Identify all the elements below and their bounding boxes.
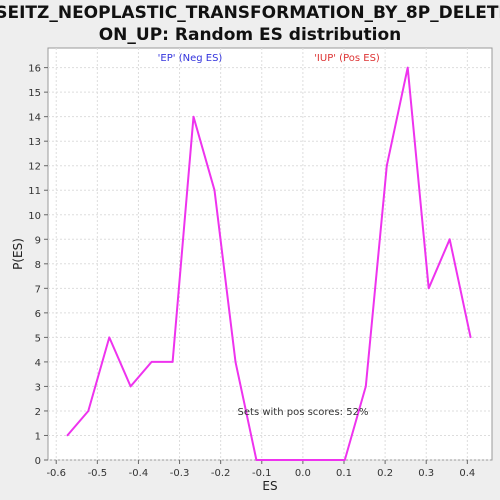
- data-point: [297, 459, 300, 461]
- data-point: [150, 361, 153, 363]
- y-tick-label: 5: [35, 333, 41, 344]
- chart-title-line-1: SEITZ_NEOPLASTIC_TRANSFORMATION_BY_8P_DE…: [0, 3, 500, 23]
- y-tick-label: 3: [35, 382, 41, 393]
- x-tick-label: 0.0: [295, 468, 311, 479]
- chart-title-line-2: ON_UP: Random ES distribution: [99, 25, 402, 45]
- y-tick-label: 14: [28, 113, 41, 124]
- y-tick-label: 1: [35, 431, 41, 442]
- data-point: [406, 66, 409, 69]
- data-point: [213, 189, 216, 192]
- data-point: [255, 459, 258, 461]
- data-point: [129, 385, 132, 388]
- pos-scores-annotation: Sets with pos scores: 52%: [238, 407, 369, 418]
- y-tick-label: 2: [35, 407, 41, 418]
- y-tick-label: 9: [35, 235, 41, 246]
- x-axis-title: ES: [262, 479, 277, 493]
- x-tick-label: 0.4: [459, 468, 475, 479]
- data-point: [427, 287, 430, 290]
- x-tick-label: -0.5: [88, 468, 108, 479]
- x-tick-label: -0.3: [170, 468, 190, 479]
- y-tick-label: 13: [28, 137, 41, 148]
- x-tick-label: 0.2: [377, 468, 393, 479]
- axes: -0.6 -0.5 -0.4 -0.3 -0.2 -0.1 0.0 0.1 0.2 0.3 0.4 0…: [28, 64, 475, 479]
- data-point: [87, 410, 90, 412]
- data-point: [344, 459, 346, 461]
- y-tick-label: 15: [28, 88, 41, 99]
- data-point: [469, 336, 472, 339]
- y-tick-label: 4: [35, 358, 41, 369]
- series-layer: [66, 66, 472, 461]
- legend-pos-label: 'IUP' (Pos ES): [314, 53, 380, 64]
- data-point: [364, 385, 367, 388]
- x-tick-label: 0.1: [336, 468, 352, 479]
- data-point: [276, 459, 279, 461]
- data-point: [385, 164, 388, 167]
- data-point: [66, 434, 69, 437]
- y-tick-label: 0: [35, 456, 41, 467]
- y-tick-label: 8: [35, 260, 41, 271]
- y-tick-label: 10: [28, 211, 41, 222]
- x-tick-label: -0.6: [46, 468, 66, 479]
- data-point: [448, 238, 451, 241]
- data-point: [192, 115, 195, 118]
- es-series-line: [66, 66, 472, 461]
- data-point: [171, 361, 174, 363]
- legend-neg-label: 'EP' (Neg ES): [158, 53, 223, 64]
- y-tick-label: 16: [28, 64, 41, 75]
- x-tick-label: -0.2: [211, 468, 231, 479]
- y-tick-label: 7: [35, 284, 41, 295]
- x-tick-label: -0.4: [129, 468, 149, 479]
- x-tick-label: 0.3: [418, 468, 434, 479]
- data-point: [234, 361, 237, 363]
- data-point: [318, 459, 321, 461]
- y-axis-title: P(ES): [11, 238, 25, 270]
- y-tick-label: 12: [28, 162, 41, 173]
- y-tick-label: 11: [28, 186, 41, 197]
- x-tick-label: -0.1: [252, 468, 272, 479]
- y-tick-label: 6: [35, 309, 41, 320]
- data-point: [108, 336, 111, 339]
